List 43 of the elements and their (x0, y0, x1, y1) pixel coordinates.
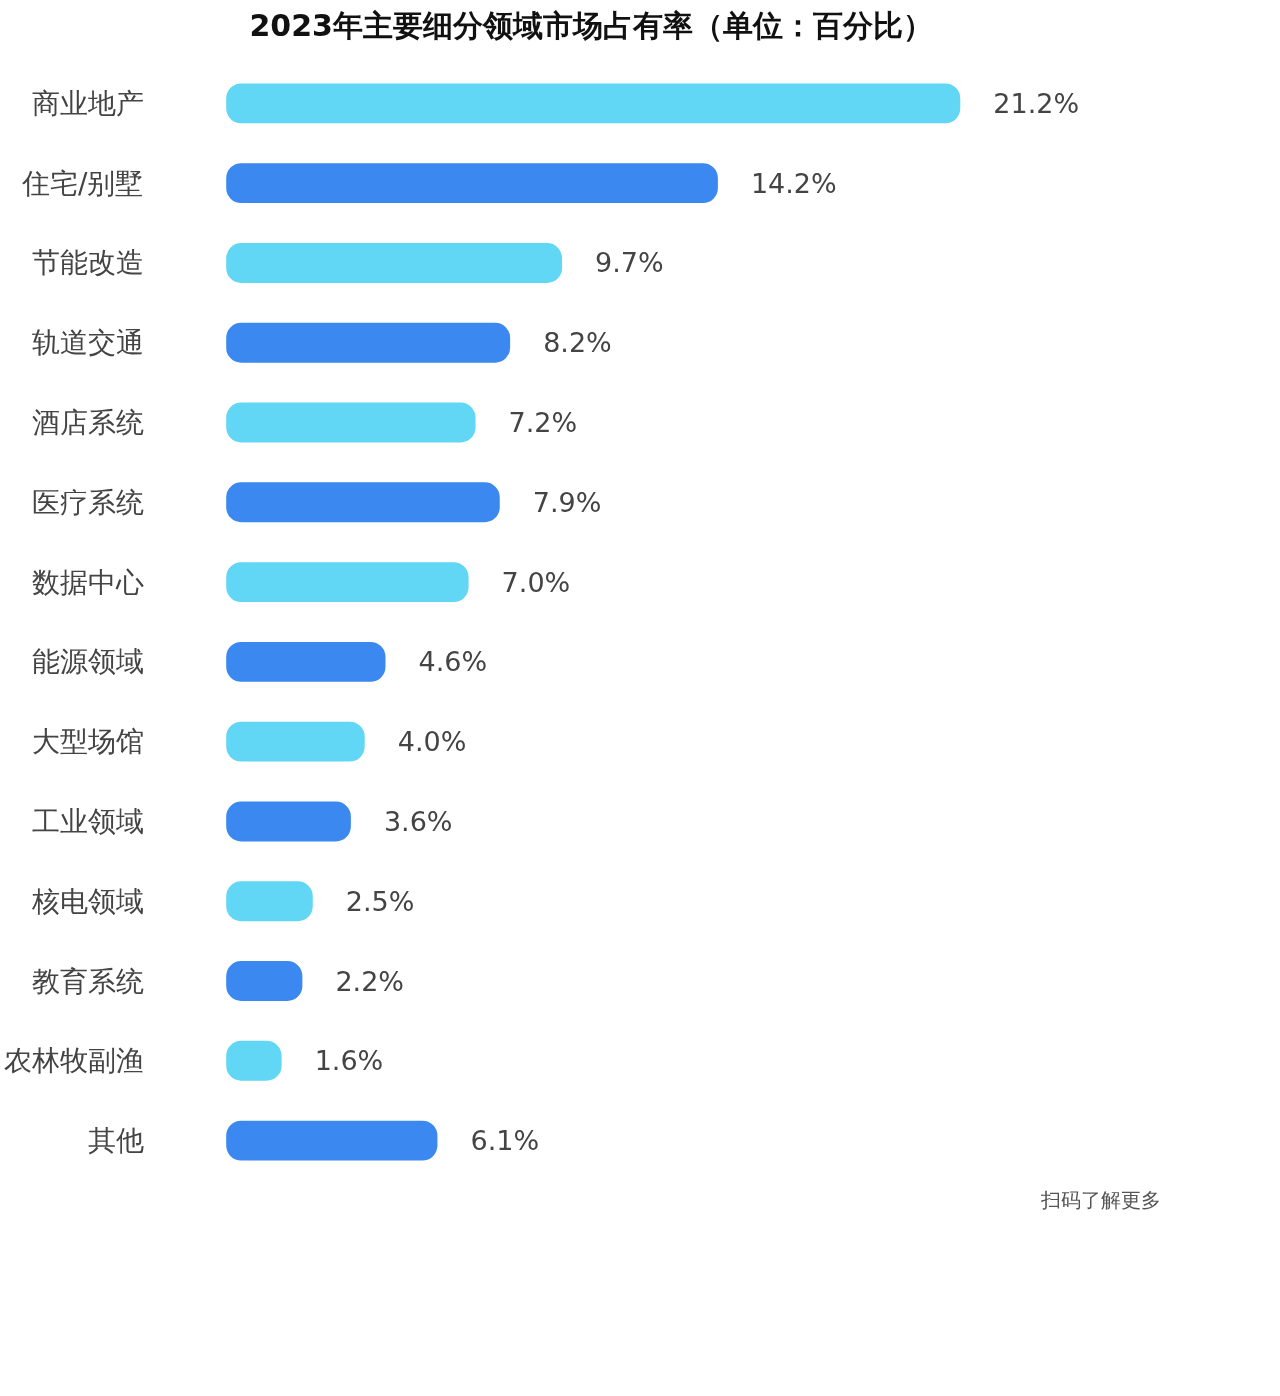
data-label: 1.6% (314, 1045, 384, 1077)
bar (226, 242, 563, 283)
y-tick-label: 教育系统 (31, 964, 144, 998)
text: 扫码了解更多 (1039, 1187, 1161, 1212)
data-label: 8.2% (543, 327, 612, 359)
data-label: 21.2% (993, 87, 1080, 119)
bar (226, 83, 961, 124)
bar (226, 482, 500, 523)
y-tick-label: 医疗系统 (31, 485, 144, 519)
bar (226, 961, 303, 1001)
y-tick-label: 轨道交通 (31, 326, 144, 360)
data-label: 3.6% (383, 805, 453, 837)
data-label: 6.1% (470, 1125, 540, 1157)
y-tick-label: 其他 (87, 1124, 144, 1158)
y-tick-label: 核电领域 (30, 884, 144, 918)
bar (226, 322, 511, 363)
data-label: 4.6% (418, 646, 488, 678)
y-tick-label: 工业领域 (31, 804, 144, 838)
chart-title: 2023年主要细分领域市场占有率（单位：百分比） (249, 7, 933, 43)
data-label: 9.7% (595, 247, 664, 279)
y-tick-label: 大型场馆 (31, 725, 144, 759)
bar (226, 402, 476, 443)
bar (226, 1120, 438, 1161)
y-tick-label: 农林牧副渔 (3, 1044, 144, 1078)
bar (226, 801, 351, 842)
data-label: 14.2% (750, 167, 837, 199)
bar (226, 562, 469, 603)
bar (226, 721, 365, 762)
data-label: 7.9% (532, 486, 602, 518)
y-tick-label: 节能改造 (31, 246, 144, 280)
bar (226, 881, 313, 922)
y-tick-label: 能源领域 (31, 645, 144, 679)
data-label: 7.2% (508, 407, 578, 439)
data-label: 7.0% (501, 566, 571, 598)
y-tick-label: 住宅/别墅 (21, 166, 144, 200)
bar (226, 163, 718, 204)
y-tick-label: 数据中心 (31, 565, 144, 599)
data-label: 2.5% (345, 885, 415, 917)
y-tick-label: 商业地产 (31, 86, 144, 120)
data-label: 2.2% (335, 965, 405, 997)
data-label: 4.0% (397, 726, 467, 758)
bar (226, 641, 386, 682)
y-tick-label: 酒店系统 (31, 406, 144, 440)
